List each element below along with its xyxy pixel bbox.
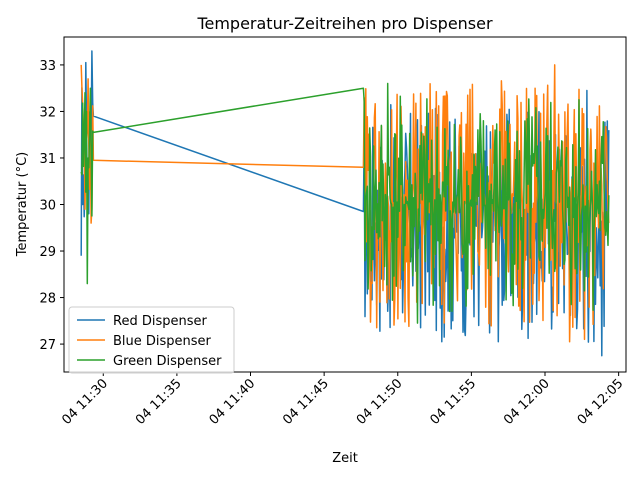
x-tick-label: 04 11:55: [427, 376, 479, 428]
legend-box: [68, 306, 235, 374]
y-tick-label: 30: [39, 199, 56, 214]
x-tick-label: 04 12:00: [501, 376, 553, 428]
legend: Red Dispenser Blue Dispenser Green Dispens…: [68, 306, 235, 374]
x-tick-label: 04 11:50: [354, 376, 406, 428]
y-tick-label: 28: [39, 292, 56, 307]
legend-label: Blue Dispenser: [113, 334, 212, 349]
x-tick-label: 04 11:30: [59, 376, 111, 428]
legend-label: Green Dispenser: [113, 354, 222, 369]
y-tick-label: 29: [39, 245, 56, 260]
y-tick-label: 27: [39, 338, 56, 353]
y-axis-label: Temperatur (°C): [15, 152, 30, 258]
y-tick-label: 32: [39, 105, 56, 120]
legend-label: Red Dispenser: [113, 314, 207, 329]
plot-frame: [63, 36, 627, 373]
x-tick-label: 04 11:35: [133, 376, 185, 428]
x-tick-label: 04 12:05: [575, 376, 627, 428]
chart-title: Temperatur-Zeitreihen pro Dispenser: [196, 14, 493, 33]
plot-lines: [80, 50, 610, 357]
y-tick-label: 31: [39, 152, 56, 167]
series-line-green-dispenser: [80, 82, 610, 324]
y-tick-label: 33: [39, 59, 56, 74]
x-axis-ticks: 04 11:30 04 11:35 04 11:40 04 11:45 04 11:50…: [59, 372, 626, 428]
y-axis-ticks: 27 28 29 30 31 32 33: [39, 59, 64, 353]
x-axis-label: Zeit: [332, 451, 358, 466]
x-tick-label: 04 11:45: [280, 376, 332, 428]
x-tick-label: 04 11:40: [207, 376, 259, 428]
